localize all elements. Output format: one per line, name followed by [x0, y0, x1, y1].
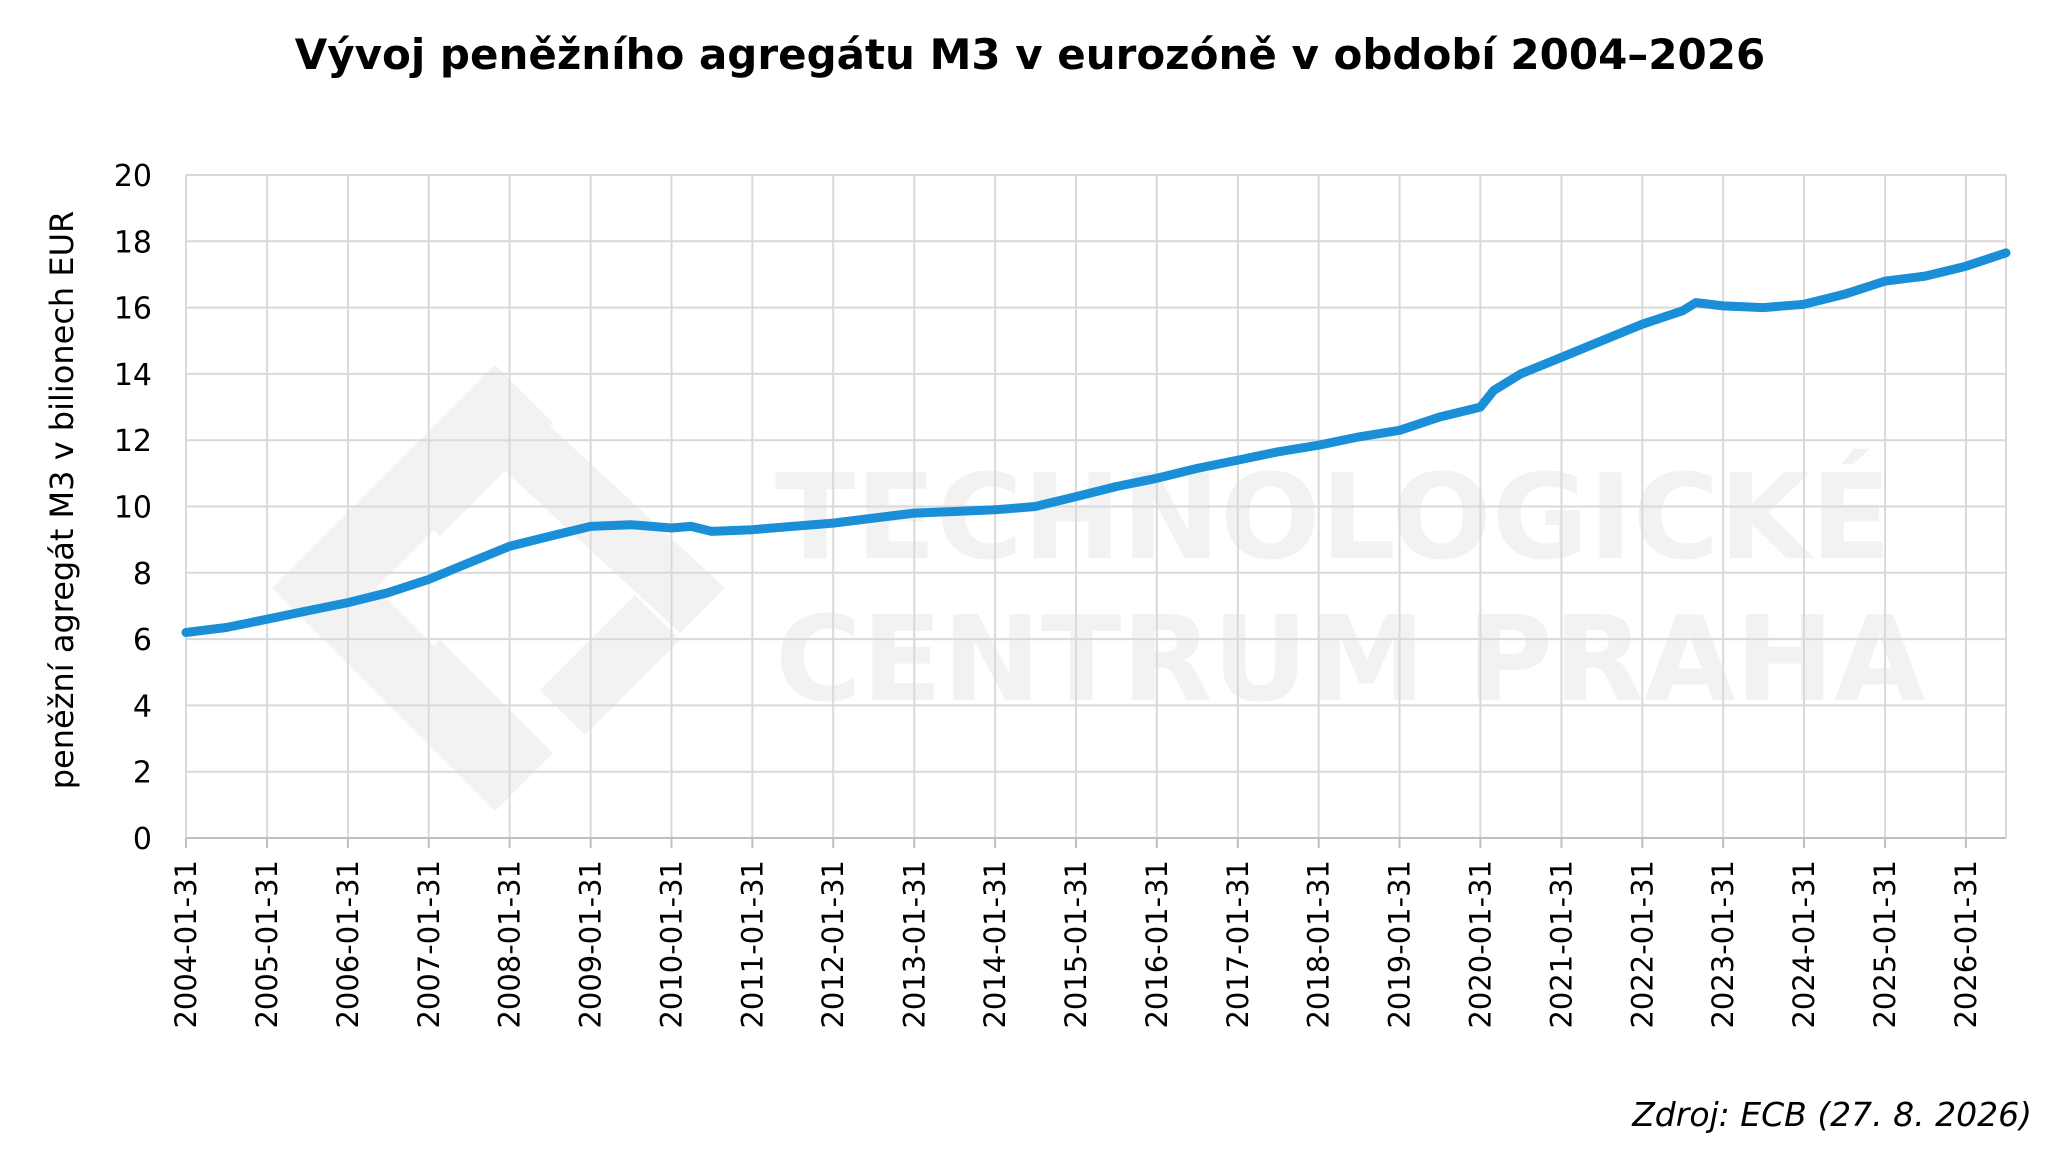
data-point [1438, 415, 1441, 418]
x-tick-label: 2021-01-31 [1544, 860, 1578, 1029]
data-point [1722, 304, 1725, 307]
x-tick-label: 2008-01-31 [493, 860, 527, 1029]
data-point [953, 510, 956, 513]
axes [185, 837, 2006, 848]
data-point [1884, 280, 1887, 283]
data-point [2005, 251, 2007, 254]
data-point [1317, 444, 1320, 447]
x-tick-label: 2023-01-31 [1706, 860, 1740, 1029]
data-point [1802, 303, 1805, 306]
y-tick-label: 2 [133, 756, 152, 791]
y-tick-label: 0 [133, 822, 152, 857]
data-point [1519, 372, 1522, 375]
data-point [670, 527, 673, 530]
x-tick-label: 2018-01-31 [1302, 860, 1336, 1029]
source-note: Zdroj: ECB (27. 8. 2026) [1632, 1095, 2032, 1134]
y-tick-label: 8 [133, 557, 152, 592]
data-point [1357, 435, 1360, 438]
data-point [1600, 339, 1603, 342]
data-point [467, 561, 470, 564]
vertical-gridlines [185, 175, 2007, 838]
x-tick-label: 2012-01-31 [816, 860, 850, 1029]
data-point [1479, 406, 1482, 409]
y-tick-labels: 0 2 4 6 8 10 12 14 16 18 20 [114, 159, 152, 857]
y-tick-label: 12 [114, 424, 152, 459]
x-tick-label: 2026-01-31 [1949, 860, 1983, 1029]
x-tick-label: 2010-01-31 [655, 860, 689, 1029]
x-tick-label: 2014-01-31 [978, 860, 1012, 1029]
x-tick-labels: 2004-01-31 2005-01-31 2006-01-31 2007-01-31… [169, 860, 1983, 1029]
y-tick-label: 6 [133, 623, 152, 658]
data-point [832, 522, 835, 525]
data-point [508, 545, 511, 548]
data-point [548, 535, 551, 538]
data-point [710, 530, 713, 533]
data-point [1492, 389, 1495, 392]
data-point [1641, 323, 1644, 326]
x-tick-label: 2009-01-31 [574, 860, 608, 1029]
data-point [306, 609, 309, 612]
data-point [589, 525, 592, 528]
data-point [690, 525, 693, 528]
watermark-line1: TECHNOLOGICKÉ [775, 448, 1891, 586]
data-point [1196, 467, 1199, 470]
y-tick-label: 20 [114, 159, 152, 194]
data-point [185, 631, 187, 634]
x-tick-label: 2015-01-31 [1059, 860, 1093, 1029]
data-point [629, 523, 632, 526]
data-point [1843, 293, 1846, 296]
x-tick-label: 2022-01-31 [1625, 860, 1659, 1029]
data-point [346, 601, 349, 604]
y-tick-label: 18 [114, 225, 152, 260]
data-point [913, 512, 916, 515]
watermark-line2: CENTRUM PRAHA [775, 590, 1925, 728]
data-point [872, 517, 875, 520]
x-tick-label: 2004-01-31 [169, 860, 203, 1029]
data-point [791, 525, 794, 528]
data-point [1694, 301, 1697, 304]
data-point [225, 626, 228, 629]
series-group [181, 248, 2011, 637]
data-point [1924, 275, 1927, 278]
data-point [1115, 485, 1118, 488]
data-point [1398, 429, 1401, 432]
x-tick-label: 2011-01-31 [735, 860, 769, 1029]
x-tick-label: 2020-01-31 [1463, 860, 1497, 1029]
x-tick-label: 2025-01-31 [1868, 860, 1902, 1029]
x-tick-label: 2024-01-31 [1787, 860, 1821, 1029]
data-point [1681, 309, 1684, 312]
data-point [1074, 495, 1077, 498]
y-tick-label: 4 [133, 689, 152, 724]
x-tick-label: 2007-01-31 [412, 860, 446, 1029]
chart-title: Vývoj peněžního agregátu M3 v eurozóně v… [294, 30, 1766, 79]
x-tick-label: 2019-01-31 [1383, 860, 1417, 1029]
y-tick-label: 14 [114, 358, 152, 393]
data-point [1034, 505, 1037, 508]
x-tick-label: 2017-01-31 [1221, 860, 1255, 1029]
data-point [1762, 306, 1765, 309]
data-point [1155, 477, 1158, 480]
x-tick-label: 2006-01-31 [331, 860, 365, 1029]
data-point [266, 618, 269, 621]
x-tick-label: 2005-01-31 [250, 860, 284, 1029]
x-tick-label: 2016-01-31 [1140, 860, 1174, 1029]
data-point [751, 528, 754, 531]
data-point [427, 578, 430, 581]
data-point [1236, 459, 1239, 462]
data-point [1560, 356, 1563, 359]
x-tick-label: 2013-01-31 [897, 860, 931, 1029]
watermark-logo [272, 365, 725, 811]
data-point [994, 508, 997, 511]
data-point [1964, 265, 1967, 268]
data-point [387, 591, 390, 594]
data-point [1276, 450, 1279, 453]
y-tick-label: 16 [114, 292, 152, 327]
y-tick-label: 10 [114, 491, 152, 526]
